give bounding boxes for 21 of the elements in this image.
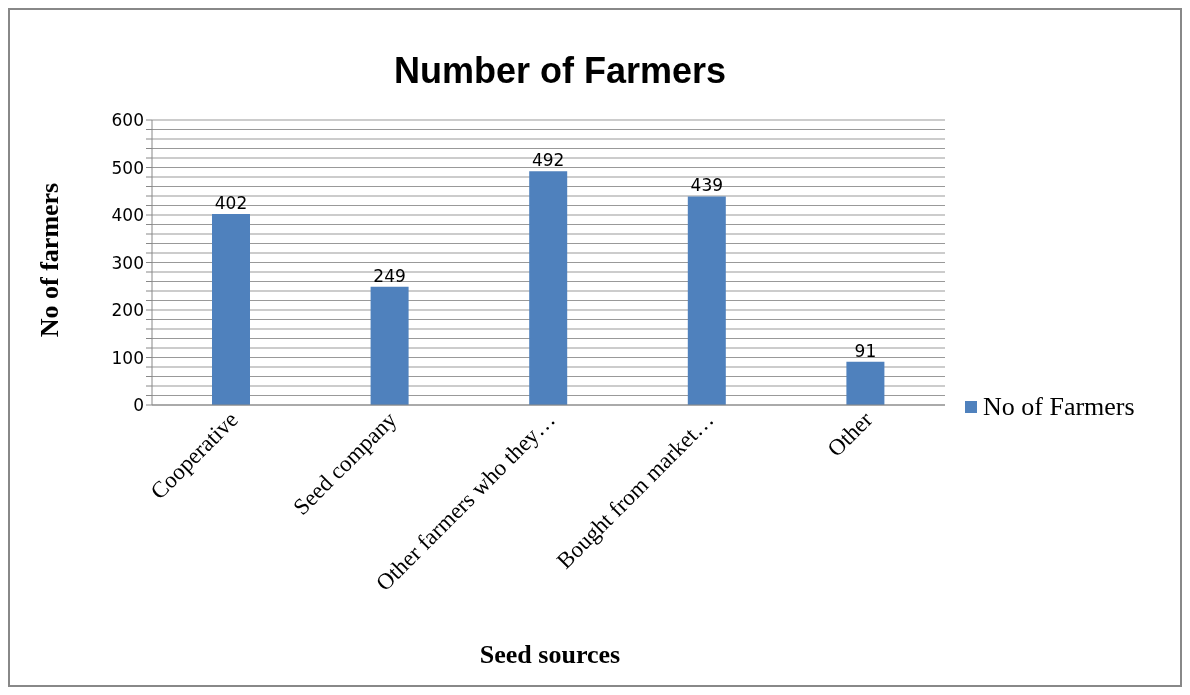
- y-tick-label: 0: [133, 395, 144, 416]
- chart-title: Number of Farmers: [392, 50, 728, 92]
- y-axis-title: No of farmers: [35, 182, 65, 338]
- bar: [529, 171, 568, 405]
- data-label: 492: [531, 150, 565, 171]
- data-label: 439: [690, 175, 724, 196]
- y-tick-label: 300: [111, 252, 144, 273]
- bar: [846, 361, 885, 405]
- data-label: 249: [373, 265, 406, 286]
- legend-label: No of Farmers: [982, 392, 1135, 422]
- y-tick-label: 600: [111, 110, 144, 131]
- y-tick-label: 200: [111, 300, 144, 321]
- data-label: 91: [854, 340, 877, 361]
- y-tick-label: 400: [111, 205, 144, 226]
- y-tick-label: 500: [111, 157, 144, 178]
- data-label: 402: [214, 193, 248, 214]
- y-tick-label: 100: [111, 347, 144, 368]
- bar: [687, 196, 726, 405]
- x-axis-title: Seed sources: [478, 640, 622, 670]
- bar: [212, 214, 250, 405]
- bar: [370, 286, 409, 405]
